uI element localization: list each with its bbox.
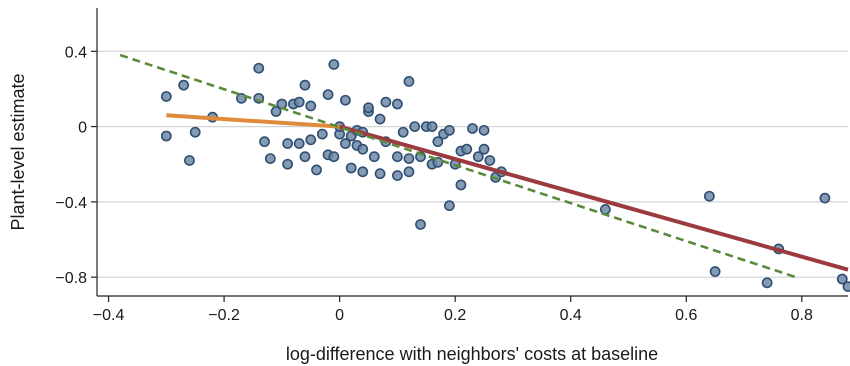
scatter-point (836, 273, 848, 285)
scatter-point (328, 59, 340, 70)
x-tick-label: 0.4 (560, 307, 582, 324)
scatter-point (415, 219, 426, 230)
scatter-point (345, 162, 357, 174)
scatter-point (380, 96, 392, 108)
scatter-point (293, 96, 305, 108)
scatter-point (253, 62, 265, 74)
scatter-point (311, 164, 322, 176)
solid-fit-line (166, 113, 340, 129)
scatter-point (842, 281, 850, 292)
dashed-fit-line (119, 53, 797, 279)
x-tick-label: 0.2 (444, 307, 466, 324)
scatter-point (259, 136, 270, 148)
scatter-point (160, 91, 172, 102)
scatter-point (293, 138, 305, 149)
scatter-point (472, 151, 484, 163)
scatter-point (357, 143, 369, 155)
x-tick-label: 0 (335, 307, 344, 324)
scatter-point (391, 151, 403, 163)
axes (96, 8, 848, 297)
scatter-point (391, 170, 403, 181)
solid-fit-line (339, 124, 849, 272)
scatter-point (368, 151, 380, 163)
scatter-point (374, 113, 386, 125)
scatter-point (403, 166, 415, 178)
scatter-point (403, 76, 415, 87)
scatter-point (305, 134, 317, 146)
scatter-point (299, 79, 311, 91)
fit-lines (119, 53, 849, 279)
scatter-point (703, 190, 715, 202)
scatter-point (819, 192, 831, 204)
scatter-point (761, 277, 773, 289)
y-tick-label: 0.4 (65, 44, 87, 61)
scatter-points (160, 59, 850, 292)
scatter-point (461, 143, 473, 155)
scatter-point (282, 158, 294, 170)
scatter-point (484, 155, 496, 166)
scatter-point (340, 94, 351, 106)
scatter-point (397, 126, 409, 138)
axis-ticks: 0.4 0 −0.4 −0.8 −0.4 −0.2 0 0.2 0.4 0.6 0.8 (55, 44, 813, 324)
x-tick-label: 0.6 (675, 307, 697, 324)
scatter-point (467, 123, 478, 134)
scatter-point (328, 151, 340, 163)
scatter-point (709, 266, 721, 277)
scatter-point (178, 79, 190, 91)
scatter-point (184, 155, 195, 166)
scatter-point (403, 153, 415, 164)
scatter-point (264, 153, 276, 164)
scatter-point (443, 124, 455, 136)
scatter-point (432, 136, 444, 148)
scatter-point (282, 138, 294, 149)
scatter-point (391, 98, 403, 110)
scatter-point (270, 106, 282, 117)
x-tick-label: −0.2 (208, 307, 240, 324)
y-tick-label: −0.8 (55, 270, 87, 287)
scatter-point (374, 168, 386, 180)
scatter-point (189, 126, 201, 138)
gridlines (97, 50, 848, 278)
scatter-point (443, 200, 455, 212)
scatter-point (357, 166, 369, 178)
y-axis-title: Plant-level estimate (8, 73, 28, 230)
x-tick-label: 0.8 (791, 307, 813, 324)
scatter-point (316, 128, 328, 140)
scatter-point (322, 89, 334, 100)
scatter-point (455, 179, 467, 191)
scatter-point (478, 124, 490, 136)
scatter-point (160, 130, 172, 142)
x-tick-label: −0.4 (93, 307, 125, 324)
scatter-point (426, 121, 438, 132)
scatter-point (299, 151, 311, 163)
x-axis-title: log-difference with neighbors' costs at … (286, 344, 658, 364)
scatter-point (409, 121, 421, 132)
scatter-point (363, 102, 374, 114)
y-tick-label: 0 (78, 120, 87, 137)
scatter-point (305, 100, 317, 112)
scatter-point (340, 138, 351, 149)
y-tick-label: −0.4 (55, 195, 87, 212)
scatter-point (478, 143, 490, 155)
